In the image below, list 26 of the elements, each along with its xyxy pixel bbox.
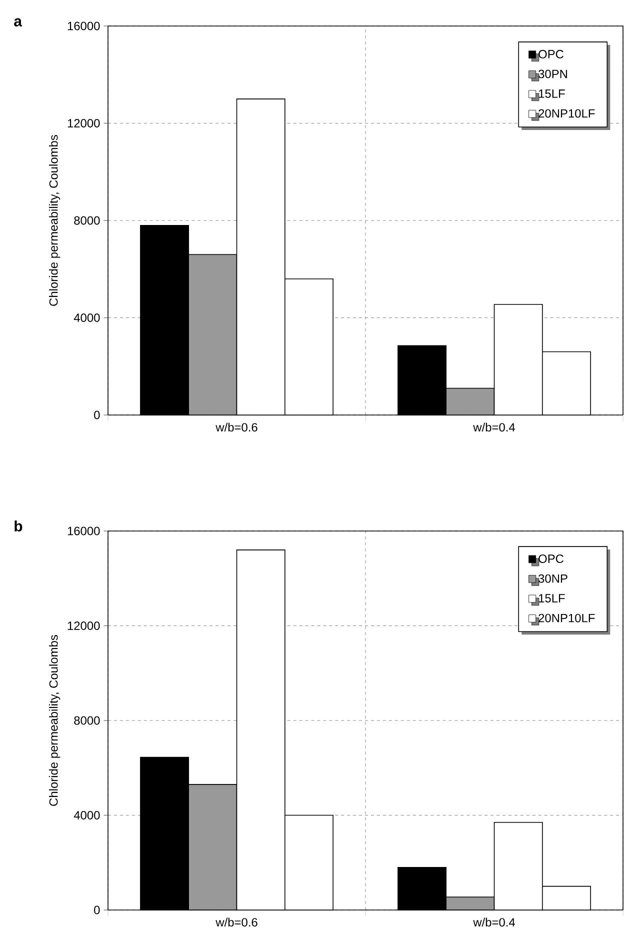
legend-label: 15LF xyxy=(538,594,565,602)
legend-label: 15LF xyxy=(538,90,565,98)
x-tick-label: w/b=0.4 xyxy=(473,918,516,927)
legend-label: 20NP10LF xyxy=(538,614,595,622)
y-tick-label: 0 xyxy=(94,906,100,914)
chart-title: a xyxy=(14,18,22,26)
y-tick-label: 4000 xyxy=(74,314,100,322)
y-tick-label: 4000 xyxy=(74,811,100,820)
y-axis-title: Chloride permeability, Coulombs xyxy=(49,635,60,806)
y-axis-title: Chloride permeability, Coulombs xyxy=(49,135,60,306)
y-tick-label: 0 xyxy=(94,410,100,420)
y-tick-label: 16000 xyxy=(68,526,100,536)
legend-label: 30NP xyxy=(538,574,568,583)
x-tick-label: w/b=0.4 xyxy=(473,422,516,432)
y-tick-label: 8000 xyxy=(74,716,100,725)
legend-label: 30PN xyxy=(538,70,567,78)
y-tick-label: 12000 xyxy=(68,622,100,630)
legend-label: OPC xyxy=(538,554,564,563)
y-tick-label: 12000 xyxy=(68,119,100,128)
x-tick-label: w/b=0.6 xyxy=(216,422,258,432)
x-tick-label: w/b=0.6 xyxy=(216,918,258,927)
legend-label: 20NP10LF xyxy=(538,109,595,118)
legend-label: OPC xyxy=(538,50,564,58)
chart-title: b xyxy=(14,520,22,532)
y-tick-label: 16000 xyxy=(68,22,100,30)
y-tick-label: 8000 xyxy=(74,216,100,225)
